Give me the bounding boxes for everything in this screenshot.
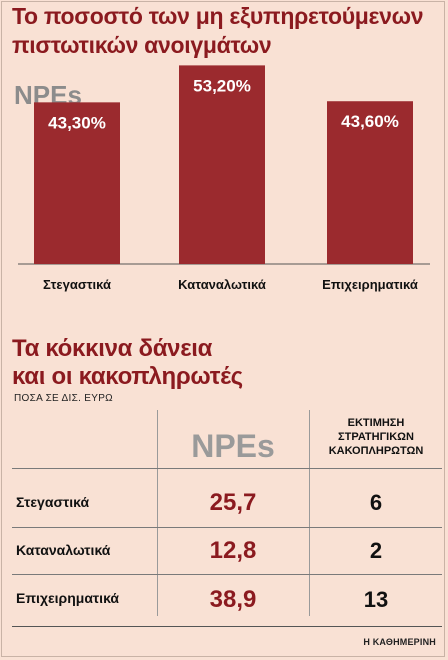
category-label-2: Επιχειρηματικά	[322, 277, 418, 292]
table-title-line-2: και οι κακοπληρωτές	[12, 363, 243, 390]
row-estimate-business: 13	[363, 587, 389, 612]
table-divider-2	[309, 410, 310, 616]
row-npe-consumer: 12,8	[209, 537, 257, 564]
bar-1	[179, 65, 265, 265]
bar-chart: 43,30% Στεγαστικά 53,20% Καταναλωτικά 43,60%…	[18, 65, 430, 292]
bar-value-label-0: 43,30%	[48, 113, 106, 132]
units-note: ΠΟΣΑ ΣΕ ΔΙΣ. ΕΥΡΩ	[14, 393, 113, 404]
bar-value-label-1: 53,20%	[193, 76, 251, 95]
column-header-estimate-line-3: ΚΑΚΟΠΛΗΡΩΤΩΝ	[328, 445, 424, 457]
title-line-2: πιστωτικών ανοιγμάτων	[12, 32, 272, 58]
row-label-consumer: Καταναλωτικά	[16, 542, 111, 558]
category-label-1: Καταναλωτικά	[178, 277, 266, 292]
row-label-business: Επιχειρηματικά	[16, 590, 120, 606]
source-credit: Η ΚΑΘΗΜΕΡΙΝΗ	[363, 637, 436, 647]
table-row-rule-2	[12, 574, 442, 575]
bar-2	[327, 101, 413, 264]
table-bottom-rule	[12, 626, 442, 627]
table-row-rule-1	[12, 527, 442, 528]
row-label-housing: Στεγαστικά	[16, 494, 90, 510]
row-npe-business: 38,9	[209, 586, 257, 613]
column-header-estimate-line-1: ΕΚΤΙΜΗΣΗ	[347, 417, 405, 429]
bar-value-label-2: 43,60%	[341, 112, 399, 131]
table-title: Τα κόκκινα δάνεια και οι κακοπληρωτές	[12, 335, 442, 391]
category-label-0: Στεγαστικά	[43, 277, 111, 292]
table-title-line-1: Τα κόκκινα δάνεια	[12, 335, 213, 362]
bar-0	[34, 102, 120, 264]
table-header-rule	[12, 468, 442, 469]
row-estimate-consumer: 2	[369, 538, 383, 563]
table-divider-1	[157, 410, 158, 616]
row-estimate-housing: 6	[369, 490, 383, 515]
page-title: Το ποσοστό των μη εξυπηρετούμενων πιστωτ…	[12, 2, 442, 60]
row-npe-housing: 25,7	[209, 489, 257, 516]
column-header-estimate: ΕΚΤΙΜΗΣΗ ΣΤΡΑΤΗΓΙΚΩΝ ΚΑΚΟΠΛΗΡΩΤΩΝ	[310, 416, 442, 458]
column-header-estimate-line-2: ΣΤΡΑΤΗΓΙΚΩΝ	[338, 431, 414, 443]
title-line-1: Το ποσοστό των μη εξυπηρετούμενων	[12, 3, 424, 29]
column-header-npes: NPEs	[191, 428, 275, 464]
